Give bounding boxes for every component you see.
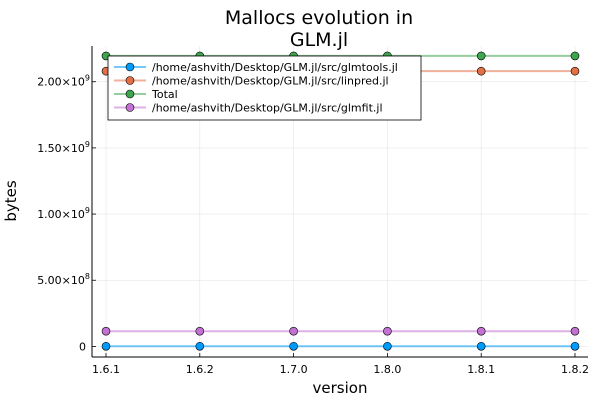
axes — [91, 46, 588, 358]
y-tick-label: 1.50×109 — [37, 140, 90, 155]
y-tick-label: 1.00×109 — [37, 206, 90, 221]
legend-label: /home/ashvith/Desktop/GLM.jl/src/linpred… — [152, 75, 389, 88]
legend-label: /home/ashvith/Desktop/GLM.jl/src/glmfit.… — [152, 102, 383, 115]
data-point — [195, 341, 205, 351]
data-point — [570, 326, 580, 336]
legend: /home/ashvith/Desktop/GLM.jl/src/glmtool… — [107, 55, 422, 121]
legend-label: /home/ashvith/Desktop/GLM.jl/src/glmtool… — [152, 61, 398, 74]
data-point — [383, 341, 392, 351]
data-point — [570, 66, 580, 76]
data-point — [476, 341, 486, 351]
x-tick-label: 1.7.0 — [280, 363, 308, 376]
y-tick-label: 2.00×109 — [37, 74, 90, 89]
data-point — [476, 51, 486, 61]
data-point — [289, 341, 298, 351]
legend-marker — [125, 62, 135, 72]
legend-marker — [125, 103, 135, 112]
y-tick-label: 0 — [79, 340, 86, 353]
chart-title-line-1: Mallocs evolution in — [225, 7, 413, 29]
legend-marker — [125, 89, 135, 99]
data-point — [570, 51, 580, 61]
x-tick-label: 1.8.1 — [467, 363, 495, 376]
series-3 — [101, 326, 580, 336]
data-point — [289, 326, 298, 336]
y-axis-label: bytes — [2, 180, 20, 222]
data-point — [101, 341, 111, 351]
data-point — [476, 326, 486, 336]
data-point — [195, 326, 205, 336]
legend-marker — [125, 76, 135, 85]
data-point — [476, 66, 486, 76]
legend-box — [107, 55, 422, 121]
x-tick-label: 1.8.2 — [561, 363, 589, 376]
tick-labels: 1.6.1 1.6.2 1.7.0 1.8.0 1.8.1 1.8.2 0 5.00×108 1… — [37, 74, 589, 376]
series-layer — [101, 51, 580, 351]
data-point — [383, 326, 392, 336]
series-0 — [101, 341, 580, 351]
x-tick-label: 1.6.2 — [186, 363, 214, 376]
x-tick-label: 1.6.1 — [92, 363, 120, 376]
x-tick-label: 1.8.0 — [373, 363, 401, 376]
chart-title: Mallocs evolution in GLM.jl — [225, 7, 413, 51]
chart-title-line-2: GLM.jl — [290, 29, 348, 51]
y-tick-label: 5.00×108 — [37, 272, 90, 287]
data-point — [101, 326, 111, 336]
data-point — [570, 341, 580, 351]
x-axis-label: version — [313, 379, 368, 397]
legend-label: Total — [151, 88, 178, 101]
